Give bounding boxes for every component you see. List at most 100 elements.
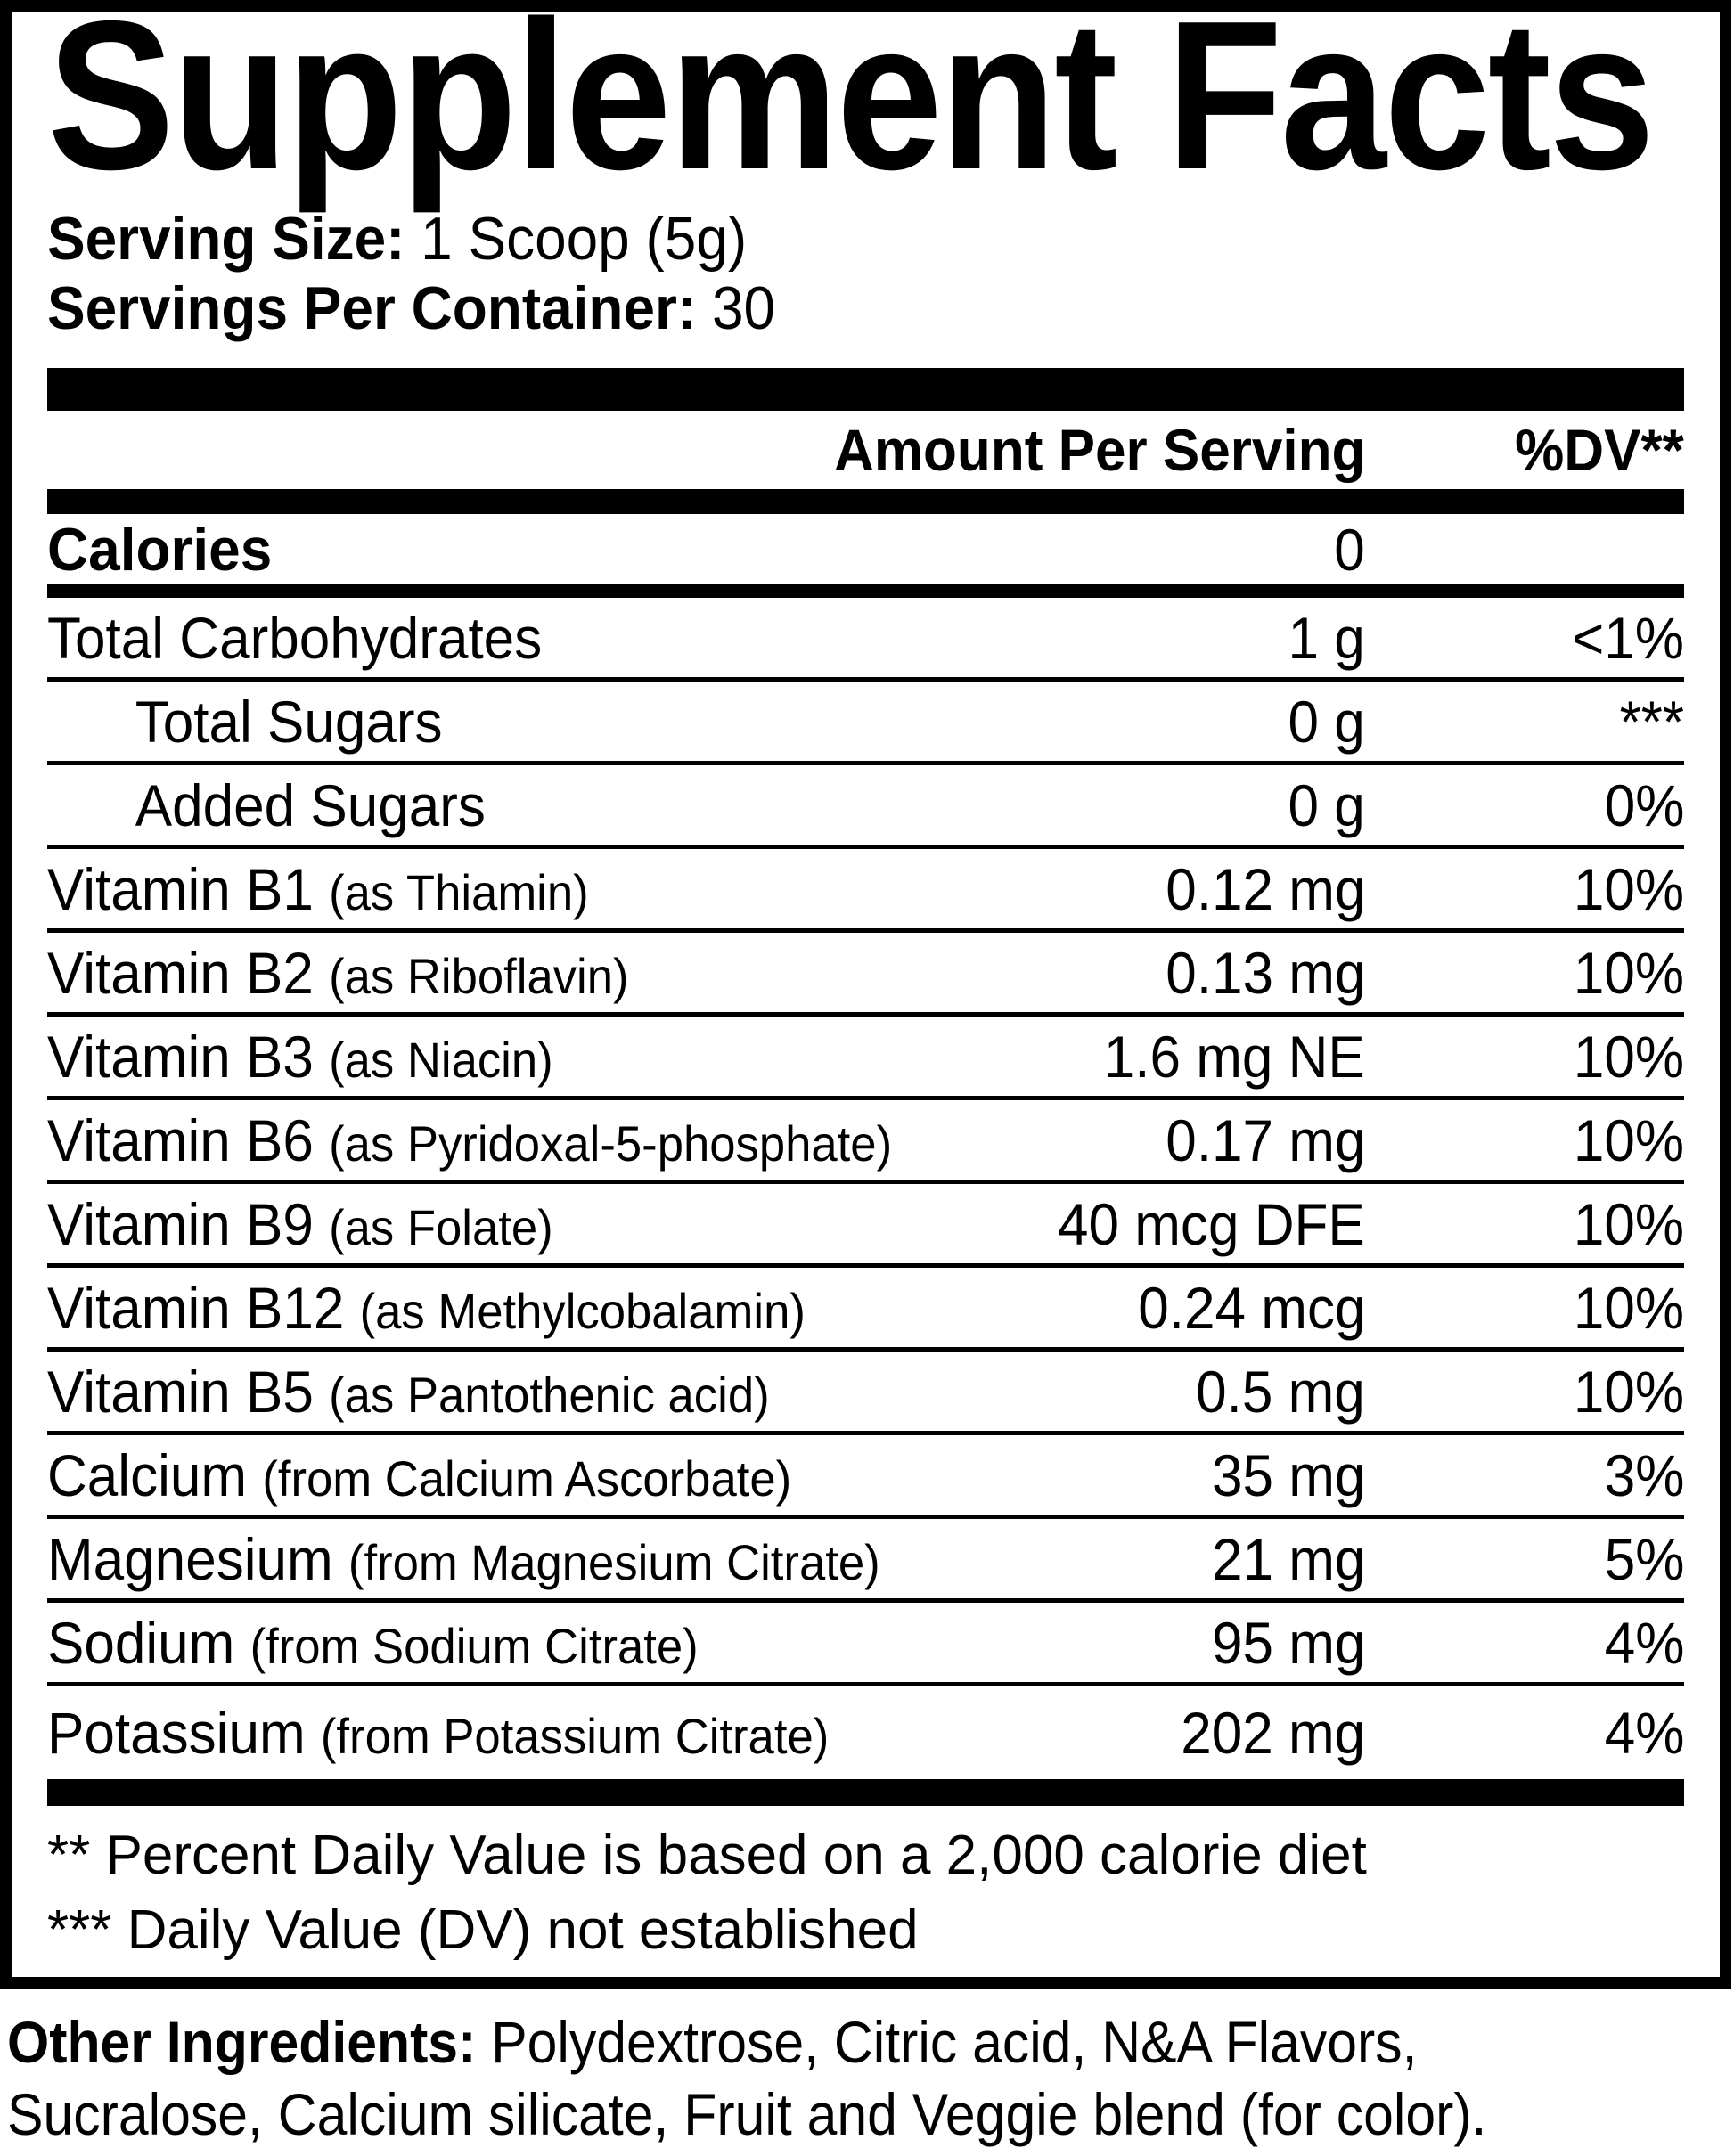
other-ingredients-line2: Sucralose, Calcium silicate, Fruit and V… bbox=[7, 2081, 1487, 2147]
nutrient-row: Vitamin B2 (as Riboflavin) 0.13 mg 10% bbox=[47, 933, 1684, 1017]
nutrient-amount: 1.6 mg NE bbox=[1103, 1023, 1365, 1090]
nutrient-row: Vitamin B5 (as Pantothenic acid) 0.5 mg 10… bbox=[47, 1352, 1684, 1435]
nutrient-amount: 0 g bbox=[1288, 688, 1365, 755]
nutrient-name: Vitamin B6 bbox=[47, 1107, 314, 1173]
nutrient-qualifier: (as Pantothenic acid) bbox=[329, 1366, 770, 1423]
nutrient-dv: 10% bbox=[1573, 1023, 1684, 1090]
nutrient-name-cell: Vitamin B12 (as Methylcobalamin) bbox=[47, 1274, 1124, 1342]
nutrient-dv: <1% bbox=[1572, 604, 1684, 671]
nutrient-amount: 95 mg bbox=[1211, 1609, 1365, 1676]
nutrient-name: Vitamin B5 bbox=[47, 1358, 314, 1425]
nutrient-name: Total Sugars bbox=[135, 688, 443, 755]
nutrient-dv: *** bbox=[1619, 688, 1684, 755]
serving-size-row: Serving Size: 1 Scoop (5g) bbox=[47, 204, 1684, 274]
other-ingredients-text-line1: Polydextrose, Citric acid, N&A Flavors, bbox=[476, 2009, 1418, 2075]
nutrient-amount: 0 bbox=[1334, 516, 1365, 583]
nutrient-dv: 10% bbox=[1573, 939, 1684, 1006]
nutrient-row: Total Sugars 0 g *** bbox=[47, 682, 1684, 765]
nutrient-dv: 10% bbox=[1573, 855, 1684, 922]
footnotes: ** Percent Daily Value is based on a 2,0… bbox=[47, 1806, 1684, 1977]
nutrient-name: Magnesium bbox=[47, 1525, 333, 1592]
nutrient-dv: 5% bbox=[1604, 1525, 1684, 1592]
nutrient-amount: 0.5 mg bbox=[1196, 1358, 1365, 1425]
nutrient-name-cell: Calcium (from Calcium Ascorbate) bbox=[47, 1441, 1202, 1509]
nutrient-dv: 4% bbox=[1604, 1609, 1684, 1676]
other-ingredients-line1: Other Ingredients: Polydextrose, Citric … bbox=[7, 2006, 1734, 2078]
nutrient-name-cell: Total Sugars bbox=[47, 688, 1283, 755]
nutrient-name: Vitamin B3 bbox=[47, 1023, 314, 1090]
divider-bar-top bbox=[47, 368, 1684, 411]
nutrient-name-cell: Vitamin B3 (as Niacin) bbox=[47, 1023, 1087, 1090]
nutrient-amount: 40 mcg DFE bbox=[1058, 1190, 1365, 1257]
nutrient-name: Vitamin B1 bbox=[47, 855, 314, 922]
nutrient-row: Added Sugars 0 g 0% bbox=[47, 765, 1684, 849]
nutrient-row: Vitamin B9 (as Folate) 40 mcg DFE 10% bbox=[47, 1184, 1684, 1268]
nutrient-amount: 35 mg bbox=[1211, 1441, 1365, 1508]
nutrient-qualifier: (as Folate) bbox=[329, 1198, 553, 1255]
nutrient-amount: 0.12 mg bbox=[1165, 855, 1365, 922]
other-ingredients: Other Ingredients: Polydextrose, Citric … bbox=[7, 2006, 1734, 2151]
nutrient-name: Sodium bbox=[47, 1609, 235, 1676]
nutrient-row: Potassium (from Potassium Citrate) 202 mg… bbox=[47, 1686, 1684, 1779]
nutrient-name-cell: Calories bbox=[47, 515, 1332, 584]
servings-per-container-row: Servings Per Container: 30 bbox=[47, 274, 1684, 343]
footnote-dv-basis: ** Percent Daily Value is based on a 2,0… bbox=[47, 1825, 1367, 1886]
nutrient-name-cell: Magnesium (from Magnesium Citrate) bbox=[47, 1525, 1202, 1593]
panel-title: Supplement Facts bbox=[47, 0, 1655, 214]
nutrient-amount: 1 g bbox=[1288, 604, 1365, 671]
nutrient-dv: 4% bbox=[1604, 1700, 1684, 1766]
nutrient-row: Calcium (from Calcium Ascorbate) 35 mg 3% bbox=[47, 1435, 1684, 1519]
nutrient-name-cell: Sodium (from Sodium Citrate) bbox=[47, 1609, 1202, 1677]
nutrient-row: Calories 0 bbox=[47, 514, 1684, 598]
nutrient-amount: 202 mg bbox=[1181, 1700, 1365, 1766]
nutrient-name-cell: Vitamin B1 (as Thiamin) bbox=[47, 855, 1153, 923]
nutrient-qualifier: (as Riboflavin) bbox=[329, 947, 629, 1004]
serving-size-value: 1 Scoop (5g) bbox=[421, 205, 748, 273]
nutrient-dv: 10% bbox=[1573, 1107, 1684, 1173]
supplement-facts-panel: Supplement Facts Serving Size: 1 Scoop (… bbox=[0, 0, 1731, 1989]
nutrient-dv bbox=[1365, 516, 1684, 584]
nutrient-row: Sodium (from Sodium Citrate) 95 mg 4% bbox=[47, 1603, 1684, 1686]
nutrient-row: Vitamin B12 (as Methylcobalamin) 0.24 mcg… bbox=[47, 1268, 1684, 1352]
nutrient-name-cell: Total Carbohydrates bbox=[47, 604, 1283, 672]
nutrient-amount: 0 g bbox=[1288, 772, 1365, 838]
nutrient-name: Vitamin B12 bbox=[47, 1274, 345, 1341]
nutrient-name: Calories bbox=[47, 515, 273, 584]
nutrient-row: Magnesium (from Magnesium Citrate) 21 mg 5… bbox=[47, 1519, 1684, 1603]
nutrient-qualifier: (from Calcium Ascorbate) bbox=[262, 1450, 792, 1507]
nutrient-row: Total Carbohydrates 1 g <1% bbox=[47, 598, 1684, 682]
nutrient-amount: 0.17 mg bbox=[1165, 1107, 1365, 1173]
nutrient-qualifier: (from Sodium Citrate) bbox=[249, 1617, 699, 1674]
nutrient-dv: 0% bbox=[1604, 772, 1684, 838]
other-ingredients-label: Other Ingredients: bbox=[7, 2009, 477, 2075]
footnote-dv-not-established: *** Daily Value (DV) not established bbox=[47, 1899, 919, 1961]
nutrient-amount: 0.24 mcg bbox=[1137, 1274, 1365, 1341]
nutrient-dv: 10% bbox=[1573, 1358, 1684, 1425]
nutrient-amount: 21 mg bbox=[1211, 1525, 1365, 1592]
nutrient-name: Vitamin B2 bbox=[47, 939, 314, 1006]
divider-bar-bottom bbox=[47, 1779, 1684, 1806]
nutrient-qualifier: (as Pyridoxal-5-phosphate) bbox=[329, 1115, 893, 1172]
column-header-row: Amount Per Serving %DV** bbox=[47, 411, 1684, 489]
nutrient-name-cell: Vitamin B5 (as Pantothenic acid) bbox=[47, 1358, 1185, 1425]
nutrient-qualifier: (from Potassium Citrate) bbox=[320, 1708, 830, 1764]
nutrient-amount: 0.13 mg bbox=[1165, 939, 1365, 1006]
nutrient-name: Calcium bbox=[47, 1441, 248, 1508]
nutrient-qualifier: (as Methylcobalamin) bbox=[359, 1282, 806, 1339]
divider-bar-header bbox=[47, 489, 1684, 514]
nutrient-qualifier: (as Thiamin) bbox=[329, 863, 589, 920]
percent-dv-header: %DV** bbox=[1515, 417, 1684, 483]
nutrient-dv: 10% bbox=[1573, 1274, 1684, 1341]
nutrient-name: Potassium bbox=[47, 1700, 306, 1766]
nutrient-name-cell: Potassium (from Potassium Citrate) bbox=[47, 1699, 1169, 1767]
nutrient-name: Total Carbohydrates bbox=[47, 604, 543, 671]
servings-per-container-label: Servings Per Container: bbox=[47, 274, 697, 342]
serving-size-label: Serving Size: bbox=[47, 205, 405, 273]
nutrient-name-cell: Vitamin B9 (as Folate) bbox=[47, 1190, 1038, 1258]
nutrient-row: Vitamin B6 (as Pyridoxal-5-phosphate) 0.1… bbox=[47, 1100, 1684, 1184]
nutrient-qualifier: (from Magnesium Citrate) bbox=[348, 1533, 880, 1590]
serving-info: Serving Size: 1 Scoop (5g) Servings Per … bbox=[47, 204, 1684, 343]
nutrient-dv: 10% bbox=[1573, 1190, 1684, 1257]
nutrient-name: Added Sugars bbox=[135, 772, 486, 838]
amount-per-serving-header: Amount Per Serving bbox=[833, 417, 1365, 483]
